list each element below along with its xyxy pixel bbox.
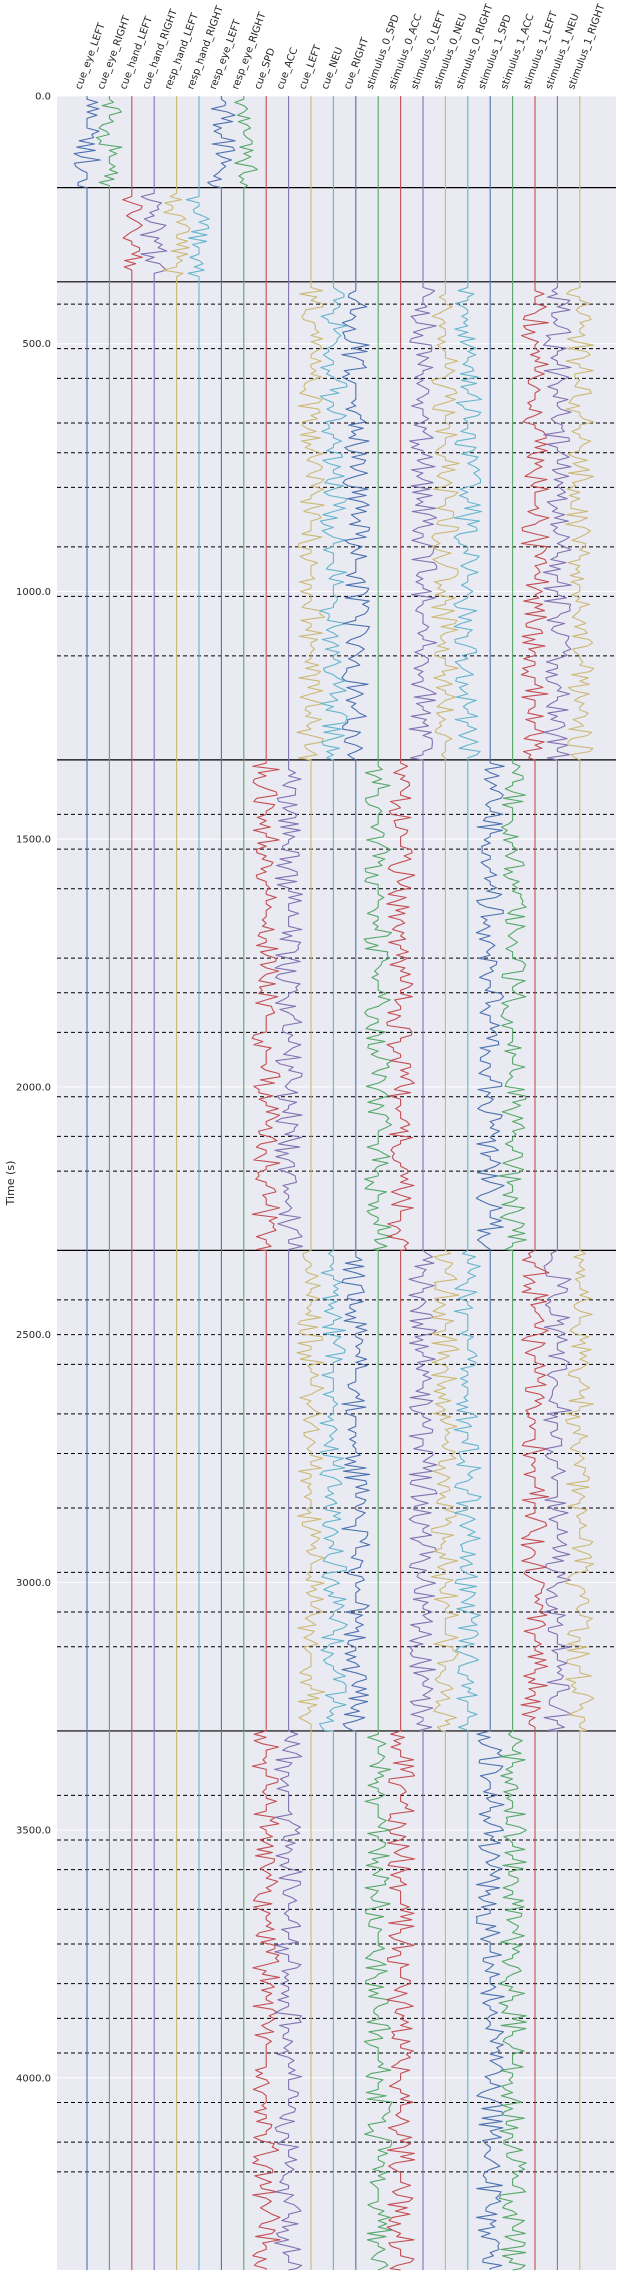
series [73, 96, 595, 2271]
channel-trace-stimulus_0_NEU [430, 96, 460, 2270]
channel-label: cue_ACC [275, 46, 300, 91]
channel-trace-stimulus_0_RIGHT [453, 96, 483, 2270]
channel-trace-cue_hand_LEFT [122, 96, 143, 2270]
channel-trace-stimulus_0_SPD [363, 96, 393, 2271]
y-tick-label: 1000.0 [16, 587, 51, 598]
channel-labels: cue_eye_LEFTcue_eye_RIGHTcue_hand_LEFTcu… [73, 2, 607, 91]
channel-trace-stimulus_1_LEFT [520, 96, 550, 2270]
y-tick-label: 3000.0 [16, 1578, 51, 1589]
channel-trace-cue_ACC [274, 96, 304, 2271]
channel-trace-cue_eye_RIGHT [95, 96, 123, 2270]
y-tick-label: 4000.0 [16, 2073, 51, 2084]
channel-trace-cue_RIGHT [341, 96, 371, 2270]
y-tick-label: 2500.0 [16, 1330, 51, 1341]
channel-label: cue_SPD [253, 47, 278, 92]
boundaries [57, 187, 616, 2173]
channel-trace-stimulus_1_ACC [498, 96, 527, 2271]
channel-label: cue_LEFT [297, 43, 324, 91]
channel-trace-resp_eye_RIGHT [234, 96, 259, 2270]
channel-trace-stimulus_0_LEFT [408, 96, 438, 2270]
channel-trace-stimulus_1_RIGHT [565, 96, 595, 2270]
channel-trace-resp_hand_RIGHT [185, 96, 210, 2270]
y-axis-label: Time (s) [4, 1161, 17, 1207]
channel-trace-stimulus_0_ACC [386, 96, 416, 2271]
channel-label: cue_NEU [320, 46, 345, 91]
channel-trace-stimulus_1_NEU [542, 96, 572, 2270]
channel-trace-cue_NEU [318, 96, 348, 2270]
y-ticks: 0.0 500.0 1000.0 1500.0 2000.0 2500.0 3000.0 35… [16, 92, 51, 2085]
channel-trace-stimulus_1_SPD [475, 96, 505, 2270]
y-tick-label: 0.0 [35, 92, 51, 103]
channel-trace-cue_hand_RIGHT [139, 96, 168, 2270]
channel-trace-cue_LEFT [296, 96, 326, 2270]
y-tick-label: 1500.0 [16, 835, 51, 846]
channel-trace-cue_SPD [251, 96, 281, 2270]
y-tick-label: 2000.0 [16, 1082, 51, 1093]
channel-trace-cue_eye_LEFT [73, 96, 101, 2270]
plot-background [57, 96, 616, 2270]
y-tick-label: 3500.0 [16, 1826, 51, 1837]
channel-trace-resp_eye_LEFT [207, 96, 236, 2270]
channel-trace-resp_hand_LEFT [162, 96, 191, 2270]
y-tick-label: 500.0 [22, 339, 51, 350]
